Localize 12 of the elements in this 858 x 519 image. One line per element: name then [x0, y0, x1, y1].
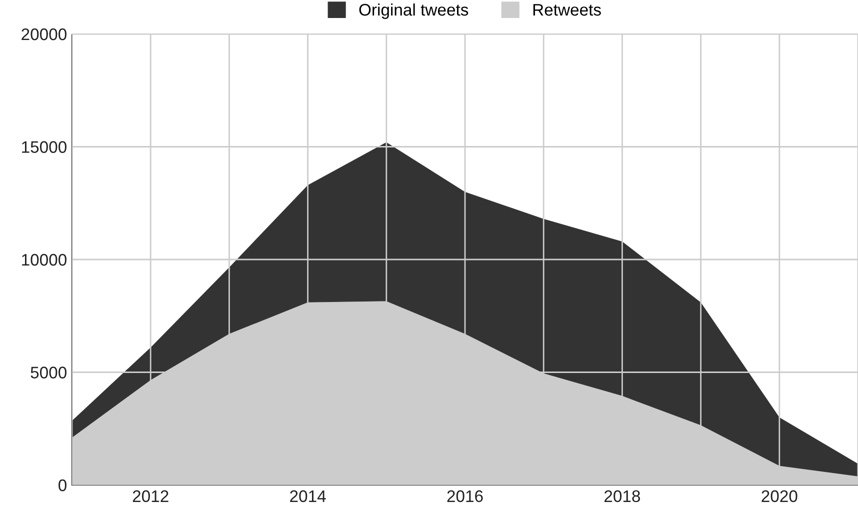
- y-tick-label: 10000: [22, 254, 66, 266]
- y-tick-label: 20000: [22, 28, 66, 40]
- x-tick-label: 2020: [762, 490, 798, 502]
- y-tick-label: 5000: [30, 366, 66, 378]
- x-tick-label: 2014: [290, 490, 326, 502]
- legend-label: Retweets: [533, 4, 601, 16]
- y-tick-label: 15000: [22, 141, 66, 153]
- x-tick-label: 2018: [604, 490, 640, 502]
- x-tick-label: 2016: [447, 490, 483, 502]
- legend-label: Original tweets: [359, 3, 468, 19]
- y-tick-label: 0: [58, 479, 66, 492]
- x-tick-label: 2012: [132, 490, 168, 502]
